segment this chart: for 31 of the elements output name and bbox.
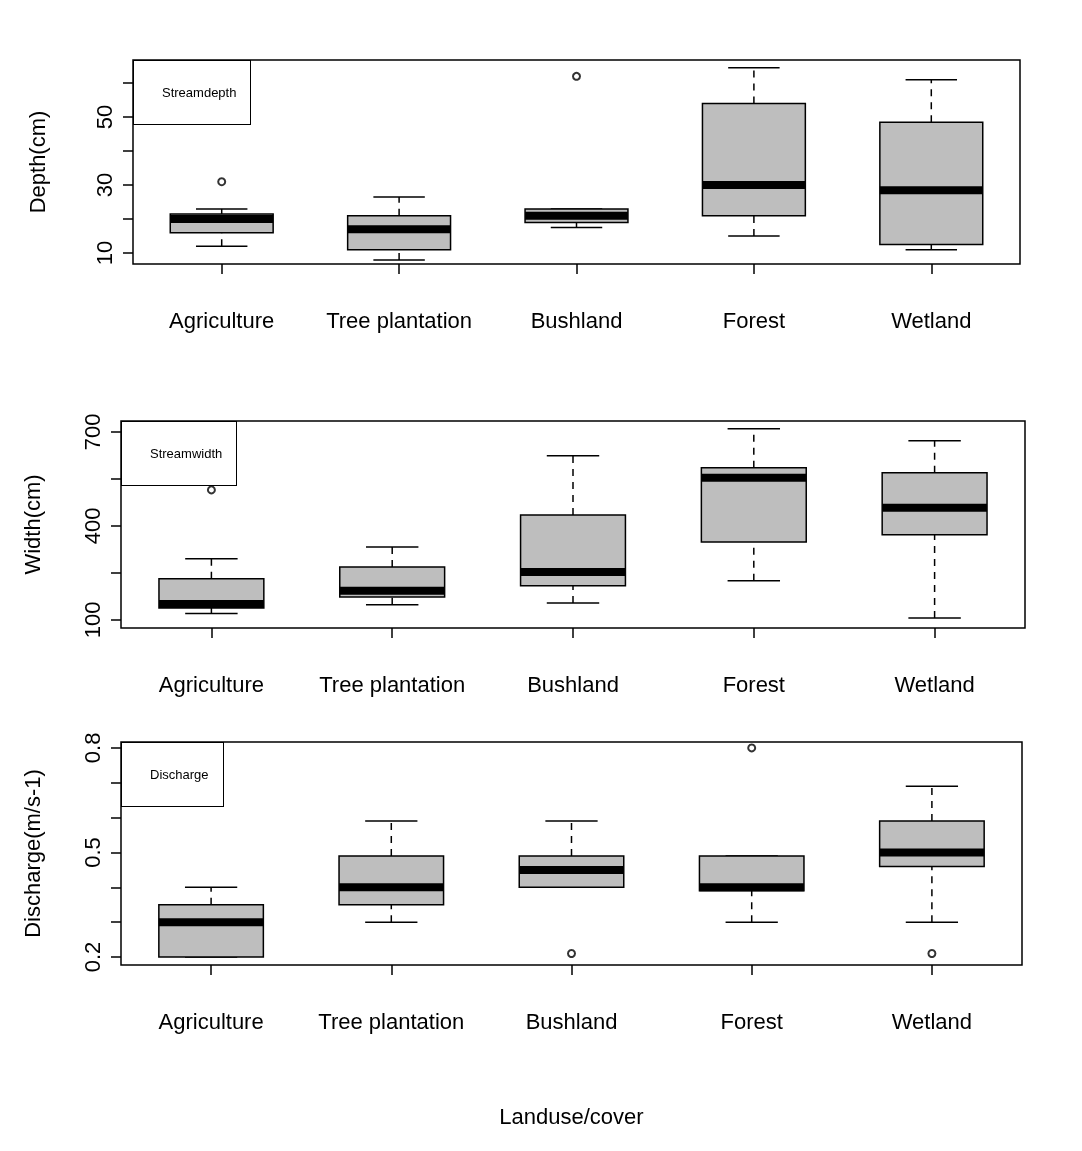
x-tick-label: Agriculture	[158, 1008, 264, 1034]
x-axis-title: Landuse/cover	[499, 1103, 644, 1129]
y-tick-label: 700	[79, 413, 105, 451]
y-tick-label: 50	[91, 104, 117, 130]
text: Streamwidth	[121, 421, 238, 486]
x-tick-label: Agriculture	[158, 671, 264, 697]
x-tick-label: Tree plantation	[318, 1008, 465, 1034]
y-tick-label: 0.8	[79, 732, 105, 764]
text: Discharge	[121, 742, 224, 807]
x-tick-label: Tree plantation	[326, 307, 473, 333]
x-tick-label: Forest	[722, 307, 786, 333]
y-axis-title: Width(cm)	[19, 474, 45, 575]
x-tick-label: Bushland	[530, 307, 623, 333]
x-tick-label: Bushland	[525, 1008, 618, 1034]
x-tick-label: Forest	[722, 671, 785, 697]
y-tick-label: 30	[91, 172, 117, 198]
y-tick-label: 0.2	[79, 941, 105, 973]
y-axis-title: Discharge(m/s-1)	[19, 769, 45, 938]
y-tick-label: 400	[79, 507, 105, 545]
text: Streamdepth	[133, 60, 252, 125]
y-tick-label: 0.5	[79, 837, 105, 868]
y-tick-label: 10	[91, 240, 117, 266]
x-tick-label: Wetland	[891, 307, 972, 333]
y-axis-title: Depth(cm)	[24, 110, 50, 214]
x-tick-label: Wetland	[894, 671, 975, 697]
x-tick-label: Tree plantation	[319, 671, 466, 697]
x-tick-label: Wetland	[891, 1008, 973, 1034]
x-tick-label: Forest	[720, 1008, 783, 1034]
y-tick-label: 100	[79, 601, 105, 639]
x-tick-label: Agriculture	[169, 307, 275, 333]
x-tick-label: Bushland	[527, 671, 619, 697]
